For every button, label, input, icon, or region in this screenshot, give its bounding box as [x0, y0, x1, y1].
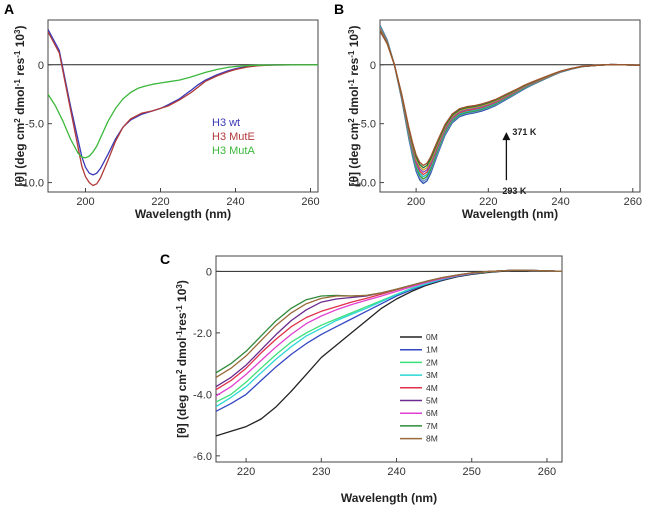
y-axis-title: [θ] (deg cm2 dmol-1res-1 103)	[175, 280, 190, 438]
series-line-2m	[216, 269, 562, 403]
series-line-333-k	[380, 27, 640, 176]
y-tick-label: -2.0	[193, 328, 212, 340]
x-tick-label: 220	[151, 196, 169, 208]
series-line-371-k	[380, 30, 640, 167]
series-line-h3-muta	[48, 64, 318, 159]
x-tick-label: 250	[463, 466, 481, 478]
y-tick-label: 0	[370, 60, 376, 72]
panel-letter: A	[4, 1, 14, 17]
plot-frame	[47, 19, 319, 193]
series-line-303-k	[380, 25, 640, 182]
plot-frame	[379, 19, 641, 193]
temperature-low-label: 293 K	[502, 186, 527, 196]
series-line-h3-wt	[48, 29, 318, 176]
y-tick-label: -5.0	[25, 119, 44, 131]
y-axis-title: [θ] (deg cm2 dmol-1 res-1 103)	[13, 25, 28, 186]
legend: 0M 1M 2M 3M 4M 5M 6M 7M 8M	[400, 332, 438, 444]
panel-c: C 220 230 240 250 260 0 -2.0 -4.0 -6.0 Wavelength …	[160, 251, 563, 505]
y-tick-label: -10.0	[351, 178, 376, 190]
x-tick-label: 220	[237, 466, 255, 478]
x-axis-title: Wavelength (nm)	[462, 207, 558, 221]
x-tick-label: 200	[76, 196, 94, 208]
series-group	[216, 269, 562, 437]
series-line-7m	[216, 269, 562, 374]
series-line-363-k	[380, 30, 640, 169]
x-tick-label: 260	[624, 196, 642, 208]
panel-b: B 200 220 240 260 0 -5.0 -10.0 Wavelength (nm) [θ…	[334, 1, 642, 221]
series-line-0m	[216, 269, 562, 437]
legend-label: 6M	[426, 408, 438, 418]
legend-label: 3M	[426, 370, 438, 380]
legend-label: 5M	[426, 396, 438, 406]
x-tick-label: 200	[407, 196, 425, 208]
x-tick-label: 230	[312, 466, 330, 478]
legend-label: H3 MutA	[212, 145, 255, 157]
series-group	[48, 29, 318, 187]
y-tick-label: -10.0	[19, 178, 44, 190]
y-tick-label: -5.0	[357, 119, 376, 131]
temperature-annotation: 371 K 293 K	[502, 127, 537, 196]
x-axis-title: Wavelength (nm)	[341, 491, 437, 505]
y-tick-label: 0	[206, 266, 212, 278]
series-line-323-k	[380, 27, 640, 178]
legend: H3 wt H3 MutE H3 MutA	[212, 117, 255, 157]
legend-label: 7M	[426, 421, 438, 431]
y-tick-label: -6.0	[193, 451, 212, 463]
legend-label: 8M	[426, 434, 438, 444]
x-tick-label: 260	[301, 196, 319, 208]
legend-label: 4M	[426, 383, 438, 393]
y-tick-label: -4.0	[193, 389, 212, 401]
panel-letter: B	[334, 1, 344, 17]
x-tick-label: 240	[387, 466, 405, 478]
legend-label: 2M	[426, 357, 438, 367]
panel-letter: C	[160, 251, 170, 267]
series-line-313-k	[380, 26, 640, 180]
x-tick-label: 260	[538, 466, 556, 478]
x-axis-title: Wavelength (nm)	[135, 207, 231, 221]
series-line-h3-mute	[48, 31, 318, 187]
plot-frame	[215, 255, 563, 463]
legend-label: 0M	[426, 332, 438, 342]
series-line-8m	[216, 269, 562, 378]
temperature-high-label: 371 K	[512, 127, 537, 137]
series-line-353-k	[380, 29, 640, 171]
legend-label: H3 MutE	[212, 131, 255, 143]
y-axis-title: [θ] (deg cm2 dmol-1 res-1 103)	[347, 25, 362, 186]
x-tick-label: 240	[551, 196, 569, 208]
series-group	[380, 24, 640, 185]
series-line-343-k	[380, 28, 640, 173]
legend-label: H3 wt	[212, 117, 240, 129]
y-tick-label: 0	[38, 60, 44, 72]
panel-a: A 200 220 240 260 0 -5.0 -10.0 Wavelength (nm) [θ…	[4, 1, 320, 221]
arrow-head-icon	[502, 132, 511, 141]
x-tick-label: 240	[226, 196, 244, 208]
x-tick-label: 220	[479, 196, 497, 208]
legend-label: 1M	[426, 345, 438, 355]
